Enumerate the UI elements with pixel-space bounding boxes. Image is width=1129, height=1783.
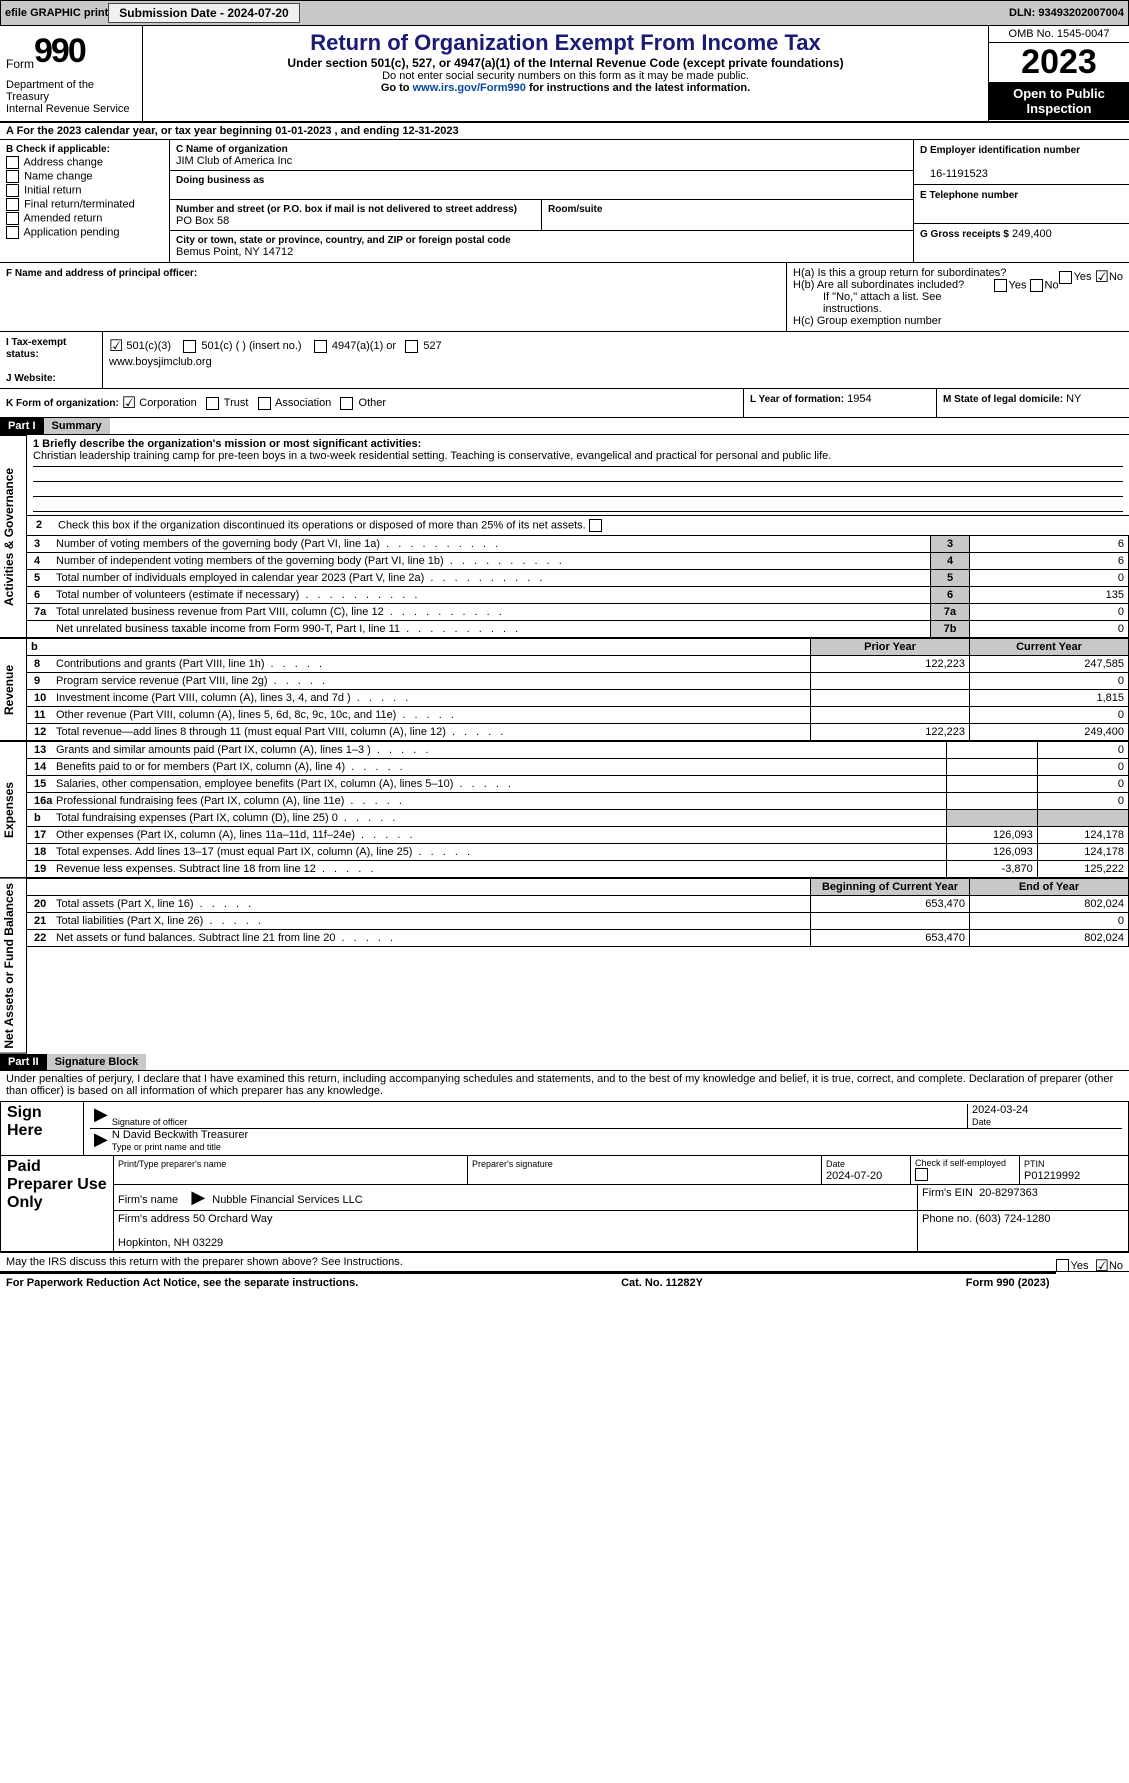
street-label: Number and street (or P.O. box if mail i… xyxy=(176,204,517,215)
hb-no-checkbox[interactable] xyxy=(1030,279,1043,292)
open-inspection-badge: Open to Public Inspection xyxy=(989,82,1129,120)
suite-label: Room/suite xyxy=(548,204,602,215)
amended-return-checkbox[interactable] xyxy=(6,212,19,225)
arrow-icon: ▶ xyxy=(90,1104,112,1128)
section-a-period: A For the 2023 calendar year, or tax yea… xyxy=(0,123,1129,140)
org-name: JIM Club of America Inc xyxy=(176,155,292,167)
form-subtitle: Under section 501(c), 527, or 4947(a)(1)… xyxy=(153,56,978,70)
dept-label: Department of the Treasury Internal Reve… xyxy=(6,79,136,115)
hc-label: H(c) Group exemption number xyxy=(793,315,942,327)
side-exp: Expenses xyxy=(0,741,27,878)
c-name-label: C Name of organization xyxy=(176,144,288,155)
omb-number: OMB No. 1545-0047 xyxy=(989,26,1129,43)
ein-value: 16-1191523 xyxy=(920,168,988,180)
goto-post: for instructions and the latest informat… xyxy=(526,82,750,94)
final-return-checkbox[interactable] xyxy=(6,198,19,211)
net-table: Beginning of Current YearEnd of Year20To… xyxy=(27,878,1129,947)
efile-label: efile GRAPHIC print xyxy=(5,7,108,19)
checkmark-icon: ☑ xyxy=(1095,1258,1109,1275)
top-bar: efile GRAPHIC print Submission Date - 20… xyxy=(0,0,1129,26)
street-value: PO Box 58 xyxy=(176,215,229,227)
527-checkbox[interactable] xyxy=(405,340,418,353)
trust-checkbox[interactable] xyxy=(206,397,219,410)
side-gov: Activities & Governance xyxy=(0,435,27,638)
page-footer: For Paperwork Reduction Act Notice, see … xyxy=(0,1272,1056,1292)
discontinued-checkbox[interactable] xyxy=(589,519,602,532)
perjury-decl: Under penalties of perjury, I declare th… xyxy=(0,1071,1129,1099)
irs-discuss-label: May the IRS discuss this return with the… xyxy=(6,1256,403,1268)
city-label: City or town, state or province, country… xyxy=(176,235,511,246)
501c-other-checkbox[interactable] xyxy=(183,340,196,353)
j-label: J Website: xyxy=(6,373,56,384)
form-title: Return of Organization Exempt From Incom… xyxy=(153,30,978,56)
form-header: Form 990 Department of the Treasury Inte… xyxy=(0,26,1129,123)
app-pending-checkbox[interactable] xyxy=(6,226,19,239)
checkmark-icon: ☑ xyxy=(109,338,123,355)
paid-preparer-label: Paid Preparer Use Only xyxy=(1,1156,114,1251)
side-rev: Revenue xyxy=(0,638,27,741)
other-checkbox[interactable] xyxy=(340,397,353,410)
b-label: B Check if applicable: xyxy=(6,144,110,155)
address-change-checkbox[interactable] xyxy=(6,156,19,169)
checkmark-icon: ☑ xyxy=(1095,269,1109,286)
ha-label: H(a) Is this a group return for subordin… xyxy=(793,267,1006,279)
tax-year: 2023 xyxy=(989,43,1129,82)
discuss-yes-checkbox[interactable] xyxy=(1056,1259,1069,1272)
side-net: Net Assets or Fund Balances xyxy=(0,878,27,1054)
gov-table: 3Number of voting members of the governi… xyxy=(27,535,1129,638)
form-label: Form xyxy=(6,57,34,71)
exp-table: 13Grants and similar amounts paid (Part … xyxy=(27,741,1129,878)
e-phone-label: E Telephone number xyxy=(920,190,1018,201)
initial-return-checkbox[interactable] xyxy=(6,184,19,197)
m-label: M State of legal domicile: xyxy=(943,394,1063,405)
checkmark-icon: ☑ xyxy=(122,395,136,412)
hb-label: H(b) Are all subordinates included? xyxy=(793,279,964,291)
part1-header: Part ISummary xyxy=(0,418,1129,435)
section-b-checkboxes: B Check if applicable: Address change Na… xyxy=(0,140,170,262)
row-k-l-m: K Form of organization: ☑ Corporation Tr… xyxy=(0,389,1129,418)
signature-block: Sign Here ▶ Signature of officer 2024-03… xyxy=(0,1101,1129,1253)
mission-text: Christian leadership training camp for p… xyxy=(33,450,1123,467)
q1-label: 1 Briefly describe the organization's mi… xyxy=(33,438,421,450)
f-officer-label: F Name and address of principal officer: xyxy=(6,268,197,279)
website-value: www.boysjimclub.org xyxy=(109,356,212,368)
self-employed-checkbox[interactable] xyxy=(915,1168,928,1181)
row-i-j: I Tax-exempt status: J Website: ☑ 501(c)… xyxy=(0,332,1129,389)
assoc-checkbox[interactable] xyxy=(258,397,271,410)
g-receipts-label: G Gross receipts $ xyxy=(920,229,1009,240)
k-label: K Form of organization: xyxy=(6,398,119,409)
arrow-icon: ▶ xyxy=(187,1187,209,1207)
form-number: 990 xyxy=(34,32,85,71)
dln-label: DLN: 93493202007004 xyxy=(1009,7,1124,19)
part2-header: Part IISignature Block xyxy=(0,1054,1129,1071)
entity-grid: B Check if applicable: Address change Na… xyxy=(0,140,1129,263)
sign-here-label: Sign Here xyxy=(1,1102,84,1155)
4947-checkbox[interactable] xyxy=(314,340,327,353)
dba-label: Doing business as xyxy=(176,175,264,186)
submission-date-button[interactable]: Submission Date - 2024-07-20 xyxy=(108,3,299,23)
ha-yes-checkbox[interactable] xyxy=(1059,271,1072,284)
gross-receipts: 249,400 xyxy=(1012,228,1052,240)
hb-note: If "No," attach a list. See instructions… xyxy=(793,291,1123,315)
hb-yes-checkbox[interactable] xyxy=(994,279,1007,292)
i-label: I Tax-exempt status: xyxy=(6,337,66,360)
row-f-h: F Name and address of principal officer:… xyxy=(0,263,1129,332)
d-ein-label: D Employer identification number xyxy=(920,145,1080,156)
name-change-checkbox[interactable] xyxy=(6,170,19,183)
city-value: Bemus Point, NY 14712 xyxy=(176,246,293,258)
rev-table: bPrior YearCurrent Year8Contributions an… xyxy=(27,638,1129,741)
goto-pre: Go to xyxy=(381,82,413,94)
ssn-note: Do not enter social security numbers on … xyxy=(153,70,978,82)
irs-link[interactable]: www.irs.gov/Form990 xyxy=(413,82,526,94)
l-label: L Year of formation: xyxy=(750,394,844,405)
arrow-icon: ▶ xyxy=(90,1129,112,1153)
